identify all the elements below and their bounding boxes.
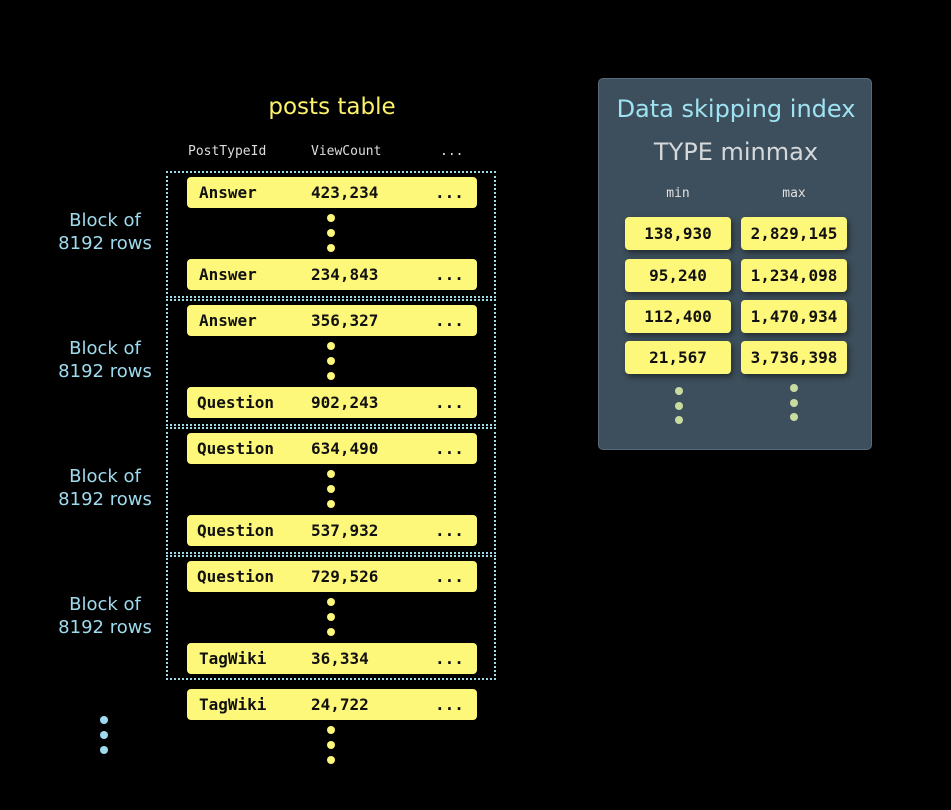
cell: 634,490 <box>311 439 379 458</box>
table-row: TagWiki 36,334... <box>187 643 477 674</box>
cell: Question <box>197 567 275 586</box>
cell: 24,722 <box>311 695 369 714</box>
ellipsis-dot <box>327 598 335 606</box>
ellipsis-dot <box>327 342 335 350</box>
max-value: 2,829,145 <box>741 217 847 250</box>
cell: ... <box>435 311 464 330</box>
block-label-line1: Block of <box>69 466 141 487</box>
max-value: 3,736,398 <box>741 341 847 374</box>
cell: TagWiki <box>199 649 267 668</box>
block-label-line1: Block of <box>69 594 141 615</box>
ellipsis-dot <box>790 413 798 421</box>
ellipsis-dot <box>327 229 335 237</box>
block-label: Block of 8192 rows <box>40 209 170 255</box>
block-label-line1: Block of <box>69 338 141 359</box>
header-more: ... <box>440 144 464 159</box>
ellipsis-dot <box>675 401 683 410</box>
cell: 423,234 <box>311 183 379 202</box>
cell: ... <box>435 695 464 714</box>
block-label-line2: 8192 rows <box>58 617 152 638</box>
cell: Answer <box>199 311 257 330</box>
granule-block <box>166 171 496 298</box>
cell: Question <box>197 439 275 458</box>
max-header: max <box>782 186 806 201</box>
data-skipping-index-panel: Data skipping index TYPE minmax min max … <box>598 78 872 450</box>
ellipsis-dot <box>675 416 683 424</box>
ellipsis-dot <box>675 387 683 395</box>
ellipsis-dot <box>327 244 335 252</box>
block-label-line2: 8192 rows <box>58 489 152 510</box>
table-row: Answer 234,843... <box>187 259 477 290</box>
cell: ... <box>435 183 464 202</box>
cell: ... <box>435 649 464 668</box>
block-label: Block of 8192 rows <box>40 593 170 639</box>
min-value: 21,567 <box>625 341 731 374</box>
granule-block <box>166 299 496 426</box>
block-label: Block of 8192 rows <box>40 465 170 511</box>
block-label: Block of 8192 rows <box>40 337 170 383</box>
cell: 36,334 <box>311 649 369 668</box>
min-value: 112,400 <box>625 300 731 333</box>
cell: ... <box>435 521 464 540</box>
cell: Answer <box>199 265 257 284</box>
cell: Question <box>197 393 275 412</box>
ellipsis-dot <box>327 613 335 621</box>
ellipsis-dot <box>327 628 335 636</box>
cell: TagWiki <box>199 695 267 714</box>
cell: ... <box>435 393 464 412</box>
header-posttypeid: PostTypeId <box>188 144 267 159</box>
granule-block <box>166 427 496 554</box>
granule-block <box>166 555 496 680</box>
ellipsis-dot <box>790 398 798 407</box>
table-row: Question 634,490... <box>187 433 477 464</box>
block-label-line2: 8192 rows <box>58 361 152 382</box>
ellipsis-dot <box>100 716 108 724</box>
block-label-line2: 8192 rows <box>58 233 152 254</box>
ellipsis-dot <box>327 726 335 734</box>
header-viewcount: ViewCount <box>311 144 382 159</box>
ellipsis-dot <box>327 500 335 508</box>
posts-table-title: posts table <box>268 94 396 120</box>
ellipsis-dot <box>327 470 335 478</box>
ellipsis-dot <box>100 746 108 754</box>
ellipsis-dot <box>327 756 335 764</box>
cell: 234,843 <box>311 265 379 284</box>
max-value: 1,234,098 <box>741 259 847 292</box>
cell: ... <box>435 439 464 458</box>
ellipsis-dot <box>100 731 108 739</box>
ellipsis-dot <box>327 214 335 222</box>
cell: Question <box>197 521 275 540</box>
min-value: 138,930 <box>625 217 731 250</box>
cell: ... <box>435 265 464 284</box>
block-label-line1: Block of <box>69 210 141 231</box>
max-value: 1,470,934 <box>741 300 847 333</box>
min-header: min <box>666 186 690 201</box>
table-row: TagWiki 24,722... <box>187 689 477 720</box>
table-row: Question 537,932... <box>187 515 477 546</box>
ellipsis-dot <box>327 485 335 493</box>
table-row: Answer 423,234... <box>187 177 477 208</box>
table-row: Answer 356,327... <box>187 305 477 336</box>
cell: 729,526 <box>311 567 379 586</box>
cell: Answer <box>199 183 257 202</box>
index-subtitle: TYPE minmax <box>653 138 819 166</box>
ellipsis-dot <box>327 372 335 380</box>
table-row: Question 729,526... <box>187 561 477 592</box>
cell: ... <box>435 567 464 586</box>
ellipsis-dot <box>327 357 335 365</box>
ellipsis-dot <box>790 384 798 392</box>
min-value: 95,240 <box>625 259 731 292</box>
table-row: Question 902,243... <box>187 387 477 418</box>
ellipsis-dot <box>327 741 335 749</box>
cell: 356,327 <box>311 311 379 330</box>
index-title: Data skipping index <box>616 95 856 123</box>
cell: 537,932 <box>311 521 379 540</box>
cell: 902,243 <box>311 393 379 412</box>
